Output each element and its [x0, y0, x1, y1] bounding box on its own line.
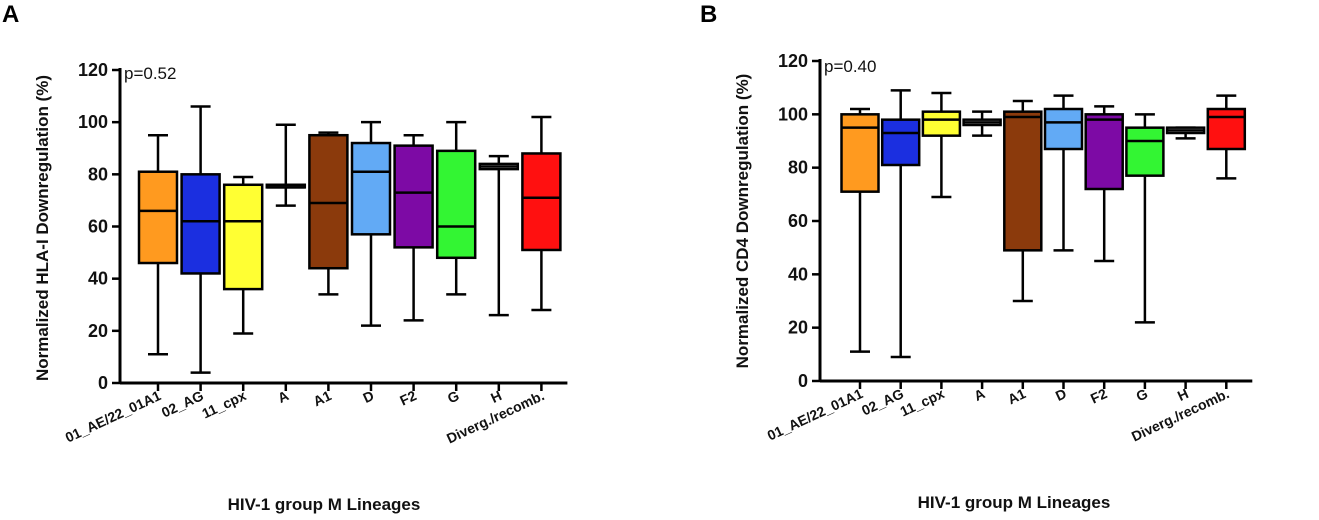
- box-a-6: [393, 133, 434, 322]
- y-tick-label: 0: [798, 371, 808, 391]
- iqr-box: [1206, 107, 1247, 151]
- y-tick-label: 100: [778, 104, 808, 124]
- box-b-1: [880, 89, 921, 359]
- y-tick-label: 80: [788, 158, 808, 178]
- box-b-9: [1206, 94, 1247, 180]
- p-value-b: p=0.40: [824, 57, 876, 76]
- box-b-2: [921, 91, 962, 199]
- x-tick-label: 02_AG: [859, 385, 906, 418]
- iqr-box: [880, 118, 921, 167]
- box-a-8: [478, 154, 520, 317]
- box-a-4: [308, 131, 349, 296]
- y-tick-label: 0: [98, 373, 108, 393]
- y-tick-label: 80: [88, 164, 108, 184]
- x-tick-label: A: [971, 385, 987, 404]
- iqr-box: [1043, 107, 1084, 151]
- iqr-box: [1003, 110, 1043, 252]
- box-a-0: [137, 133, 179, 356]
- x-tick-label: G: [1134, 385, 1151, 404]
- x-tick-label: F2: [1088, 385, 1110, 406]
- y-tick-label: 60: [788, 211, 808, 231]
- box-b-0: [840, 107, 880, 353]
- y-tick-label: 120: [778, 51, 808, 71]
- x-tick-label: A1: [311, 387, 334, 409]
- y-axis-title-a: Normalized HLA-I Downregulation (%): [33, 75, 52, 381]
- box-b-8: [1165, 126, 1206, 140]
- y-tick-label: 40: [788, 264, 808, 284]
- box-a-9: [521, 115, 562, 312]
- x-tick-label: F2: [397, 387, 419, 408]
- panel-letter-b: B: [700, 1, 717, 28]
- panel-b: B Normalized CD4 Downregulation (%) HIV-…: [700, 1, 1253, 512]
- x-axis-title-a: HIV-1 group M Lineages: [228, 495, 421, 514]
- x-tick-label: D: [1053, 385, 1069, 404]
- box-b-7: [1125, 113, 1165, 324]
- y-tick-label: 20: [88, 321, 108, 341]
- x-tick-label: 11_cpx: [898, 385, 947, 419]
- x-tick-label: G: [445, 387, 462, 406]
- y-axis-title-b: Normalized CD4 Downregulation (%): [733, 74, 752, 369]
- iqr-box: [521, 152, 562, 252]
- panel-a: A Normalized HLA-I Downregulation (%) HI…: [2, 1, 568, 514]
- box-a-1: [180, 105, 221, 374]
- iqr-box: [393, 144, 434, 249]
- box-a-5: [350, 120, 392, 327]
- box-a-3: [265, 123, 307, 207]
- iqr-box: [840, 113, 880, 193]
- iqr-box: [921, 110, 962, 137]
- x-tick-label: A1: [1005, 385, 1028, 407]
- x-tick-label: 01_AE/22_01A1: [63, 387, 164, 445]
- x-tick-label: 11_cpx: [199, 387, 248, 421]
- box-a-2: [222, 175, 264, 335]
- iqr-box: [308, 133, 349, 270]
- iqr-box: [435, 149, 477, 260]
- iqr-box: [137, 170, 179, 265]
- y-tick-label: 40: [88, 269, 108, 289]
- x-tick-label: D: [360, 387, 376, 406]
- x-tick-label: A: [275, 387, 291, 406]
- y-tick-label: 100: [78, 112, 108, 132]
- iqr-box: [222, 183, 264, 291]
- y-tick-label: 20: [788, 318, 808, 338]
- y-tick-label: 120: [78, 60, 108, 80]
- x-tick-label: H: [488, 387, 504, 406]
- iqr-box: [350, 141, 392, 236]
- box-b-5: [1043, 94, 1084, 252]
- x-tick-label: 02_AG: [159, 387, 206, 420]
- iqr-box: [1125, 126, 1165, 177]
- x-tick-label: 01_AE/22_01A1: [765, 385, 866, 443]
- box-b-3: [962, 110, 1002, 137]
- p-value-a: p=0.52: [124, 64, 176, 83]
- iqr-box: [180, 173, 221, 275]
- box-b-6: [1084, 105, 1124, 263]
- box-a-7: [435, 120, 477, 296]
- box-b-4: [1003, 99, 1043, 303]
- iqr-box: [1084, 113, 1124, 191]
- x-axis-title-b: HIV-1 group M Lineages: [918, 493, 1111, 512]
- y-tick-label: 60: [88, 217, 108, 237]
- panel-letter-a: A: [2, 1, 19, 28]
